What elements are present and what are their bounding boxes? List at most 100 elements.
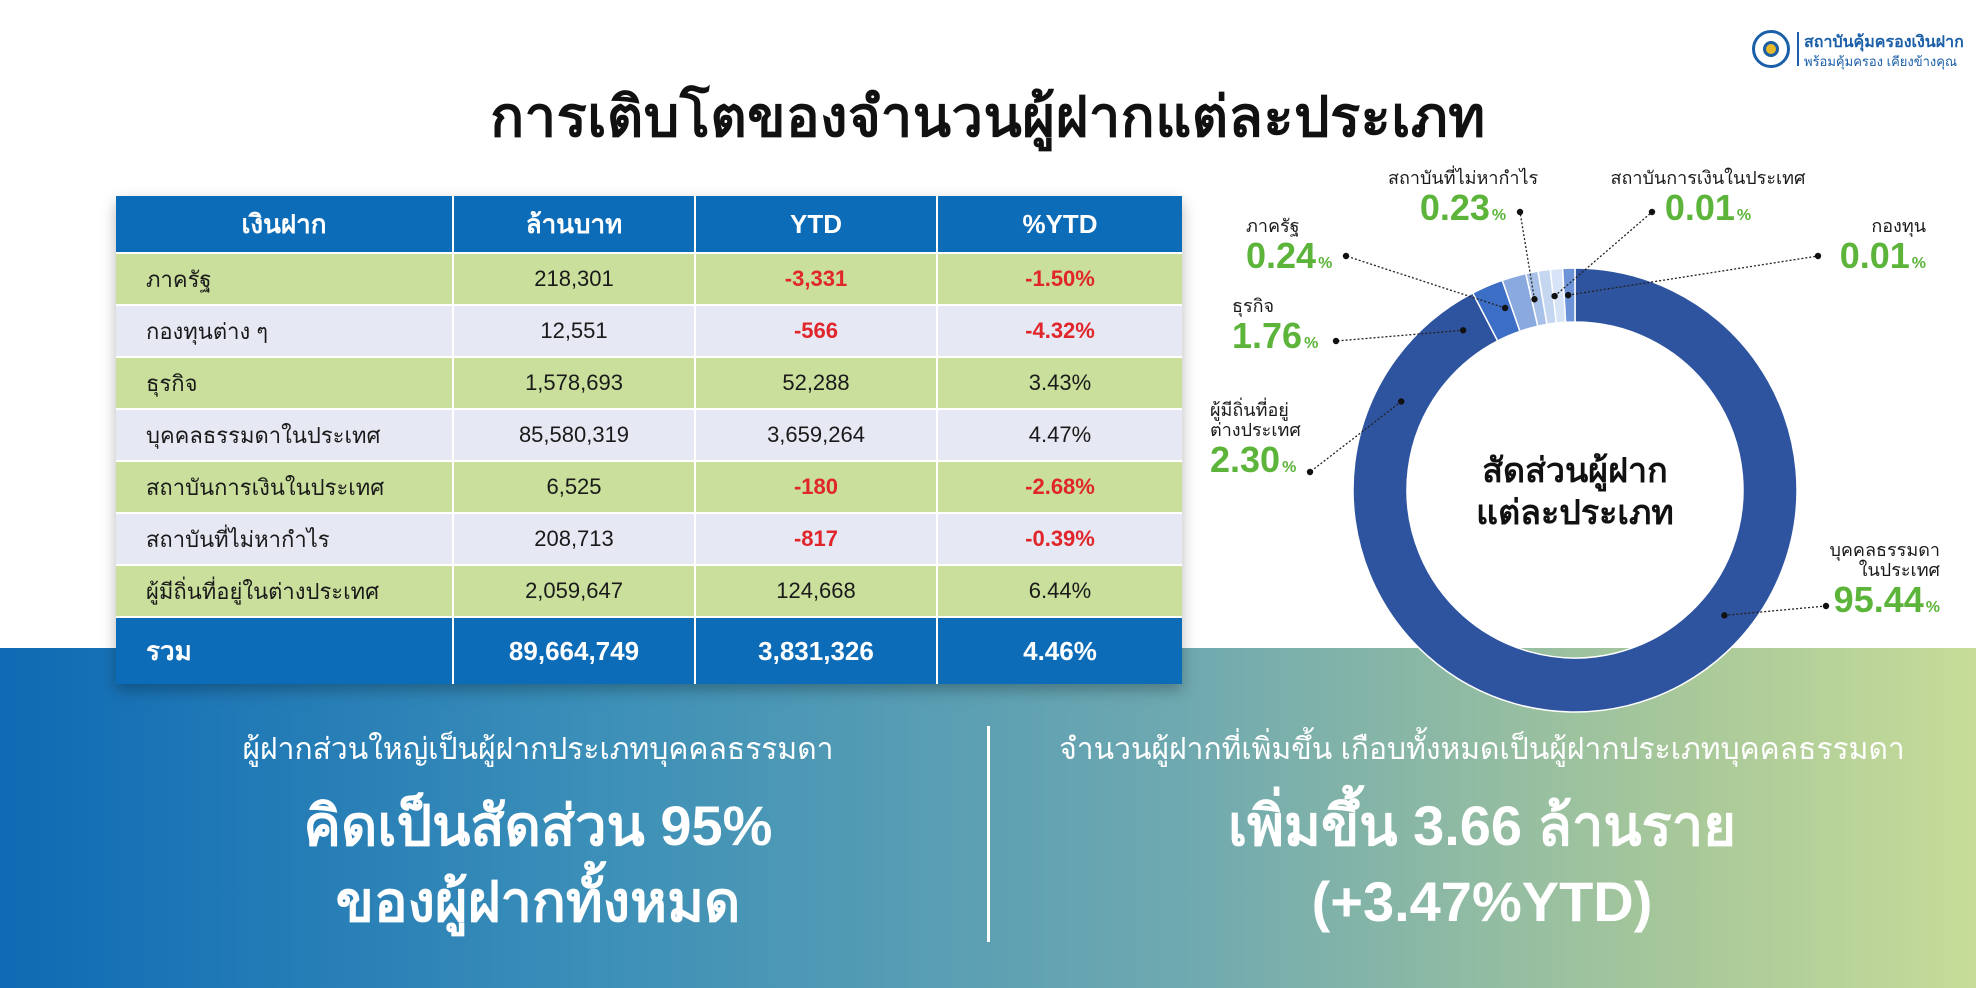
slice-value: 1.76% <box>1232 316 1342 364</box>
cell-ytd: 124,668 <box>696 566 938 616</box>
callout-left-line-2: ของผู้ฝากทั้งหมด <box>335 870 741 933</box>
total-amount: 89,664,749 <box>454 618 696 684</box>
leader-dot-2-0 <box>1459 327 1467 334</box>
leader-dot-1-0 <box>1398 398 1405 405</box>
leader-line-0 <box>1724 605 1827 616</box>
agency-emblem-icon <box>1752 30 1790 68</box>
column-header-pct-ytd: %YTD <box>1022 208 1098 239</box>
cell-ytd: -180 <box>696 462 938 512</box>
slice-value-unit: % <box>1304 335 1319 352</box>
table-row: กองทุนต่าง ๆ 12,551 -566 -4.32% <box>116 306 1182 358</box>
slice-value: 95.44% <box>1760 580 1940 628</box>
slice-name: ผู้มีถิ่นที่อยู่ <box>1210 400 1289 420</box>
agency-logo: สถาบันคุ้มครองเงินฝาก พร้อมคุ้มครอง เคีย… <box>1752 28 1964 72</box>
cell-amount: 12,551 <box>454 306 696 356</box>
leader-dot-4-0 <box>1531 296 1538 303</box>
cell-pct-ytd: -0.39% <box>1025 526 1095 551</box>
leader-line-3 <box>1345 255 1506 309</box>
callout-left-headline: คิดเป็นสัดส่วน 95% ของผู้ฝากทั้งหมด <box>88 788 988 940</box>
table-row: บุคคลธรรมดาในประเทศ 85,580,319 3,659,264 4.… <box>116 410 1182 462</box>
callout-right-headline: เพิ่มขึ้น 3.66 ล้านราย (+3.47%YTD) <box>1032 788 1932 940</box>
slice-name: บุคคลธรรมดา <box>1829 540 1940 560</box>
callout-right-line-2: (+3.47%YTD) <box>1311 870 1653 933</box>
table-row: ภาครัฐ 218,301 -3,331 -1.50% <box>116 254 1182 306</box>
slice-value-unit: % <box>1318 255 1333 272</box>
callout-divider <box>987 726 990 942</box>
slice-name: สถาบันที่ไม่หากำไร <box>1388 168 1539 188</box>
leader-dot-5-0 <box>1551 292 1558 300</box>
slice-value-unit: % <box>1282 459 1297 476</box>
slice-name: สถาบันการเงินในประเทศ <box>1610 168 1806 188</box>
slice-label-1: ผู้มีถิ่นที่อยู่ ต่างประเทศ 2.30% <box>1210 400 1340 488</box>
leader-dot-0-1 <box>1822 602 1830 610</box>
cell-amount: 208,713 <box>454 514 696 564</box>
slice-value-number: 0.01 <box>1839 235 1910 276</box>
leader-dot-3-0 <box>1501 304 1509 312</box>
leader-line-4 <box>1519 211 1536 300</box>
slice-name: ธุรกิจ <box>1232 296 1275 316</box>
leader-line-1 <box>1309 400 1402 473</box>
table-row: ธุรกิจ 1,578,693 52,288 3.43% <box>116 358 1182 410</box>
slice-name: ต่างประเทศ <box>1210 420 1301 440</box>
slice-label-3: ภาครัฐ 0.24% <box>1246 216 1346 284</box>
cell-category: ผู้มีถิ่นที่อยู่ในต่างประเทศ <box>116 566 454 616</box>
cell-ytd: -817 <box>696 514 938 564</box>
table-body: ภาครัฐ 218,301 -3,331 -1.50% กองทุนต่าง ๆ 12,… <box>116 254 1182 618</box>
slice-label-0: บุคคลธรรมดา ในประเทศ 95.44% <box>1760 540 1940 628</box>
cell-category: บุคคลธรรมดาในประเทศ <box>116 410 454 460</box>
leader-line-5 <box>1554 211 1653 297</box>
slice-value-number: 1.76 <box>1232 315 1303 356</box>
cell-pct-ytd: -2.68% <box>1025 474 1095 499</box>
table-row: สถาบันที่ไม่หากำไร 208,713 -817 -0.39% <box>116 514 1182 566</box>
leader-dot-0-0 <box>1721 612 1728 619</box>
callout-left-subtitle: ผู้ฝากส่วนใหญ่เป็นผู้ฝากประเภทบุคคลธรรมด… <box>242 733 834 766</box>
slice-value-number: 0.23 <box>1419 187 1490 228</box>
cell-amount: 2,059,647 <box>454 566 696 616</box>
slice-name: กองทุน <box>1871 216 1926 236</box>
page-title: การเติบโตของจำนวนผู้ฝากแต่ละประเภท <box>490 85 1486 148</box>
leader-dot-3-1 <box>1342 252 1350 260</box>
slice-value-unit: % <box>1491 207 1507 224</box>
donut-chart <box>1306 208 1830 713</box>
donut-center-title: สัดส่วนผู้ฝาก แต่ละประเภท <box>1440 450 1710 534</box>
table-row: ผู้มีถิ่นที่อยู่ในต่างประเทศ 2,059,647 124… <box>116 566 1182 618</box>
slice-value-number: 2.30 <box>1210 439 1281 480</box>
cell-amount: 218,301 <box>454 254 696 304</box>
logo-divider <box>1797 32 1799 66</box>
leader-dot-1-1 <box>1306 468 1314 476</box>
deposit-table: เงินฝาก ล้านบาท YTD %YTD ภาครัฐ 218,301 -3… <box>116 196 1182 684</box>
slice-value-number: 0.24 <box>1246 235 1317 276</box>
table-total-row: รวม 89,664,749 3,831,326 4.46% <box>116 618 1182 684</box>
column-header-amount: ล้านบาท <box>454 196 696 252</box>
donut-center-title-line-1: สัดส่วนผู้ฝาก <box>1482 452 1668 490</box>
leader-dot-6-1 <box>1814 252 1822 260</box>
callout-majority-share: ผู้ฝากส่วนใหญ่เป็นผู้ฝากประเภทบุคคลธรรมด… <box>88 730 988 940</box>
cell-category: ธุรกิจ <box>116 358 454 408</box>
slice-name: ในประเทศ <box>1858 560 1940 580</box>
logo-tagline: พร้อมคุ้มครอง เคียงข้างคุณ <box>1804 54 1958 69</box>
cell-amount: 6,525 <box>454 462 696 512</box>
cell-category: กองทุนต่าง ๆ <box>116 306 454 356</box>
slice-label-4: สถาบันที่ไม่หากำไร 0.23% <box>1388 168 1538 236</box>
callout-right-subtitle: จำนวนผู้ฝากที่เพิ่มขึ้น เกือบทั้งหมดเป็น… <box>1059 733 1905 766</box>
cell-ytd: 52,288 <box>696 358 938 408</box>
slice-label-2: ธุรกิจ 1.76% <box>1232 296 1342 364</box>
total-label: รวม <box>116 618 454 684</box>
slice-value: 0.23% <box>1388 188 1538 236</box>
column-header-ytd: YTD <box>696 196 938 252</box>
slice-label-6: กองทุน 0.01% <box>1816 216 1926 284</box>
cell-ytd: -566 <box>696 306 938 356</box>
cell-ytd: 3,659,264 <box>696 410 938 460</box>
slice-value-unit: % <box>1925 599 1940 616</box>
total-ytd: 3,831,326 <box>696 618 938 684</box>
total-pct-ytd: 4.46% <box>1023 635 1097 666</box>
callout-increase: จำนวนผู้ฝากที่เพิ่มขึ้น เกือบทั้งหมดเป็น… <box>1032 730 1932 940</box>
slice-label-5: สถาบันการเงินในประเทศ 0.01% <box>1608 168 1808 236</box>
cell-amount: 1,578,693 <box>454 358 696 408</box>
donut-center-title-line-2: แต่ละประเภท <box>1476 494 1674 532</box>
leader-dot-6-0 <box>1564 291 1572 299</box>
callout-right-line-1: เพิ่มขึ้น 3.66 ล้านราย <box>1227 794 1737 857</box>
leader-dot-5-1 <box>1648 208 1656 216</box>
leader-line-2 <box>1335 329 1464 342</box>
cell-pct-ytd: 3.43% <box>1028 370 1092 395</box>
